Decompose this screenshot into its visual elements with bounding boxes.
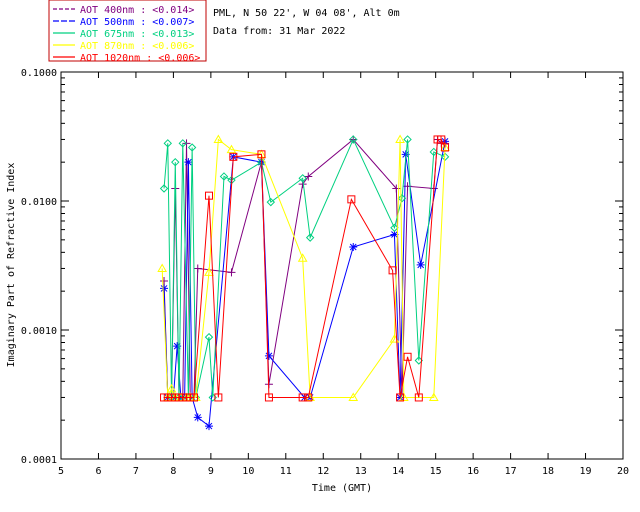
- data-point: [173, 342, 182, 351]
- x-tick-label: 17: [505, 466, 517, 477]
- data-point: [388, 266, 397, 275]
- data-point: [349, 135, 358, 144]
- axes: 5 6 7 8 9 10 11 12 13 14 15 16 17 18 19 20 0.0001 0.0010 0…: [21, 68, 629, 477]
- y-tick-label: 0.1000: [21, 68, 57, 79]
- x-tick-label: 5: [58, 466, 64, 477]
- data-point: [226, 144, 237, 154]
- data-point: [403, 352, 412, 361]
- data-point: [440, 152, 450, 162]
- data-point: [305, 233, 315, 242]
- data-point: [257, 150, 266, 159]
- data-point: [204, 267, 214, 276]
- data-point: [441, 143, 450, 152]
- x-tick-label: 6: [95, 466, 101, 477]
- x-tick-label: 16: [467, 466, 479, 477]
- data-point: [160, 276, 169, 285]
- data-point: [227, 268, 236, 277]
- legend-label: AOT 1020nm : <0.006>: [80, 53, 200, 64]
- data-point: [429, 147, 439, 157]
- data-point: [214, 393, 223, 402]
- x-tick-label: 18: [542, 466, 554, 477]
- y-tick-label: 0.0100: [21, 197, 57, 208]
- data-point: [390, 230, 399, 239]
- x-tick-label: 10: [242, 466, 254, 477]
- series-line: [163, 138, 446, 398]
- data-point: [304, 172, 313, 181]
- legend-frame: [48, 0, 207, 62]
- data-point: [160, 284, 169, 293]
- data-point: [166, 383, 177, 393]
- data-point: [298, 393, 307, 402]
- y-tick-label: 0.0001: [21, 455, 57, 466]
- data-point: [159, 184, 169, 193]
- legend-label: AOT 500nm : <0.007>: [80, 17, 194, 28]
- y-tick-label: 0.0010: [21, 326, 57, 337]
- x-axis-label: Time (GMT): [312, 483, 372, 494]
- data-point: [187, 143, 197, 152]
- x-tick-label: 15: [430, 466, 442, 477]
- data-point: [266, 197, 276, 207]
- data-point: [348, 392, 359, 401]
- data-point: [390, 223, 399, 232]
- data-point: [397, 194, 407, 203]
- data-point: [395, 134, 405, 143]
- data-point: [297, 253, 308, 262]
- x-tick-label: 7: [133, 466, 139, 477]
- data-point: [229, 152, 238, 161]
- x-tick-label: 13: [355, 466, 367, 477]
- data-point: [193, 264, 202, 273]
- annotation-date: Data from: 31 Mar 2022: [213, 26, 345, 37]
- data-point: [264, 393, 273, 402]
- data-point: [414, 393, 423, 402]
- data-point: [396, 393, 405, 402]
- data-point: [298, 174, 307, 183]
- x-tick-label: 9: [208, 466, 214, 477]
- data-point: [416, 260, 425, 269]
- legend-label: AOT 400nm : <0.014>: [80, 5, 194, 16]
- x-tick-label: 8: [170, 466, 176, 477]
- y-axis-label: Imaginary Part of Refractive Index: [6, 163, 17, 368]
- data-point: [204, 422, 213, 431]
- data-point: [178, 139, 187, 148]
- data-point: [163, 139, 172, 148]
- x-tick-label: 14: [392, 466, 404, 477]
- data-point: [264, 351, 273, 360]
- data-point: [213, 134, 224, 143]
- data-point: [193, 413, 202, 422]
- data-point: [428, 392, 439, 401]
- legend-label: AOT 675nm : <0.013>: [80, 29, 194, 40]
- data-point: [304, 393, 313, 402]
- x-tick-label: 20: [617, 466, 629, 477]
- series-5: [160, 135, 450, 402]
- data-point: [219, 172, 229, 181]
- data-point: [347, 195, 356, 204]
- annotation-location: PML, N 50 22', W 04 08', Alt 0m: [213, 8, 400, 19]
- legend: AOT 400nm : <0.014>AOT 500nm : <0.007>AO…: [48, 0, 207, 64]
- data-point: [437, 135, 446, 144]
- x-tick-label: 19: [580, 466, 592, 477]
- data-point: [157, 263, 168, 272]
- series-layer: [157, 134, 450, 431]
- data-point: [349, 242, 358, 251]
- data-point: [204, 332, 214, 342]
- legend-label: AOT 870nm : <0.006>: [80, 41, 194, 52]
- x-tick-label: 11: [280, 466, 292, 477]
- plot-frame: [60, 71, 624, 460]
- data-point: [204, 191, 213, 200]
- data-point: [403, 135, 412, 144]
- data-point: [440, 142, 450, 151]
- x-tick-label: 12: [317, 466, 329, 477]
- data-point: [184, 158, 193, 167]
- data-point: [171, 157, 180, 167]
- data-point: [190, 393, 199, 402]
